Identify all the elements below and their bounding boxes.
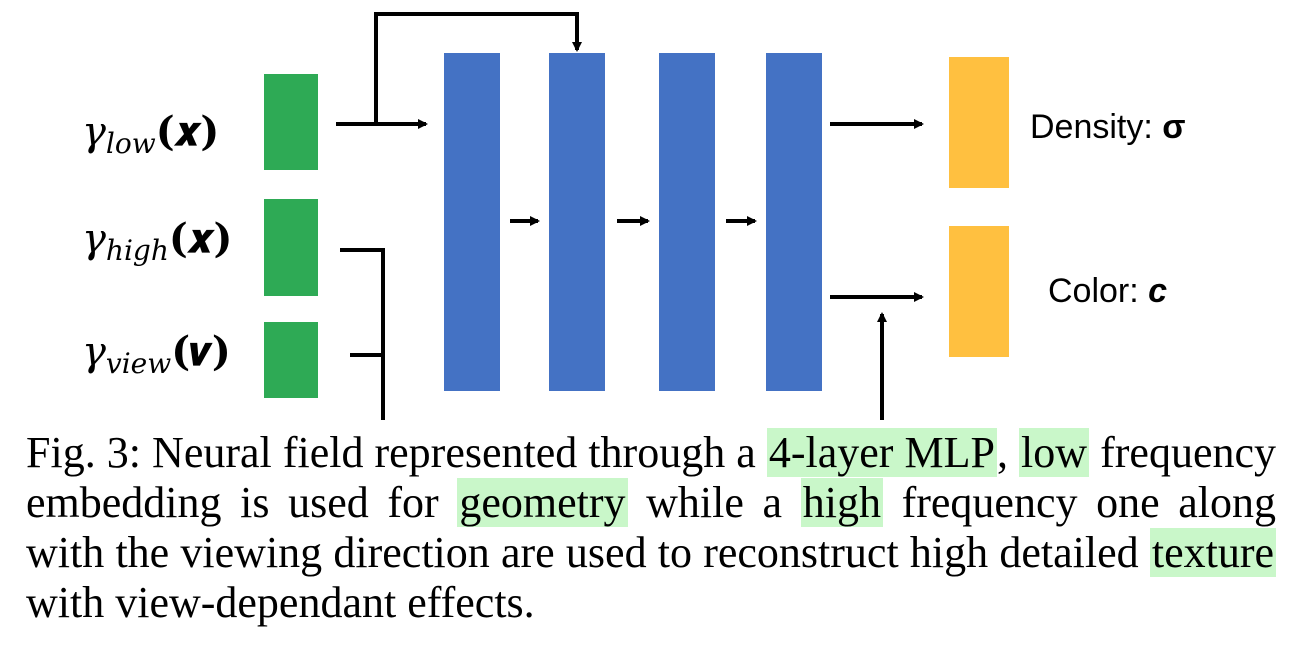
mlp-layer-1	[444, 53, 500, 391]
figure-caption: Fig. 3: Neural field represented through…	[26, 428, 1276, 628]
figure-label: Fig. 3:	[26, 428, 141, 477]
mlp-layer-4	[766, 53, 822, 391]
argument-x: (𝒙)	[156, 108, 220, 155]
color-label: Color:	[1048, 272, 1139, 310]
argument-x: (𝒙)	[169, 215, 233, 262]
subscript-high: high	[106, 234, 169, 267]
output-block-density	[949, 57, 1009, 188]
highlight-texture: texture	[1149, 528, 1277, 577]
highlight-high: high	[800, 478, 883, 527]
input-label-view: γview(𝒗)	[82, 328, 231, 380]
output-label-color: Color: c	[1048, 272, 1167, 310]
color-symbol: c	[1148, 272, 1167, 310]
density-label: Density:	[1030, 108, 1153, 146]
subscript-view: view	[106, 347, 171, 380]
mlp-layer-2	[549, 53, 605, 391]
caption-text: frequency one along with the viewing dir…	[26, 478, 1277, 577]
input-block-low	[264, 74, 318, 170]
caption-text: while a	[646, 478, 783, 527]
output-block-color	[949, 226, 1009, 357]
skip-connection-low	[374, 12, 582, 124]
mlp-layer-3	[659, 53, 715, 391]
output-label-density: Density: σ	[1030, 108, 1186, 146]
highlight-low: low	[1019, 428, 1090, 477]
caption-text: ,	[996, 428, 1008, 477]
input-label-low: γlow(𝒙)	[82, 108, 219, 160]
subscript-low: low	[106, 127, 156, 160]
bypass-to-color	[877, 312, 887, 420]
gamma-symbol: γ	[82, 216, 106, 262]
caption-text: Neural field represented through a	[152, 428, 756, 477]
caption-text: frequency embedding is used for	[26, 428, 1277, 527]
mlp-diagram: γlow(𝒙) γhigh(𝒙) γview(𝒗) Density: σ Col…	[82, 12, 1186, 420]
input-block-high	[264, 199, 318, 296]
input-block-view	[264, 322, 318, 398]
input-label-high: γhigh(𝒙)	[82, 215, 232, 267]
argument-v: (𝒗)	[171, 328, 231, 375]
highlight-geometry: geometry	[457, 478, 628, 527]
highlight-mlp: 4-layer MLP	[766, 428, 997, 477]
gamma-symbol: γ	[82, 329, 106, 375]
caption-text: with view-dependant effects.	[26, 578, 535, 627]
density-symbol: σ	[1162, 108, 1185, 146]
gamma-symbol: γ	[82, 109, 106, 155]
high-frequency-path	[340, 248, 385, 420]
